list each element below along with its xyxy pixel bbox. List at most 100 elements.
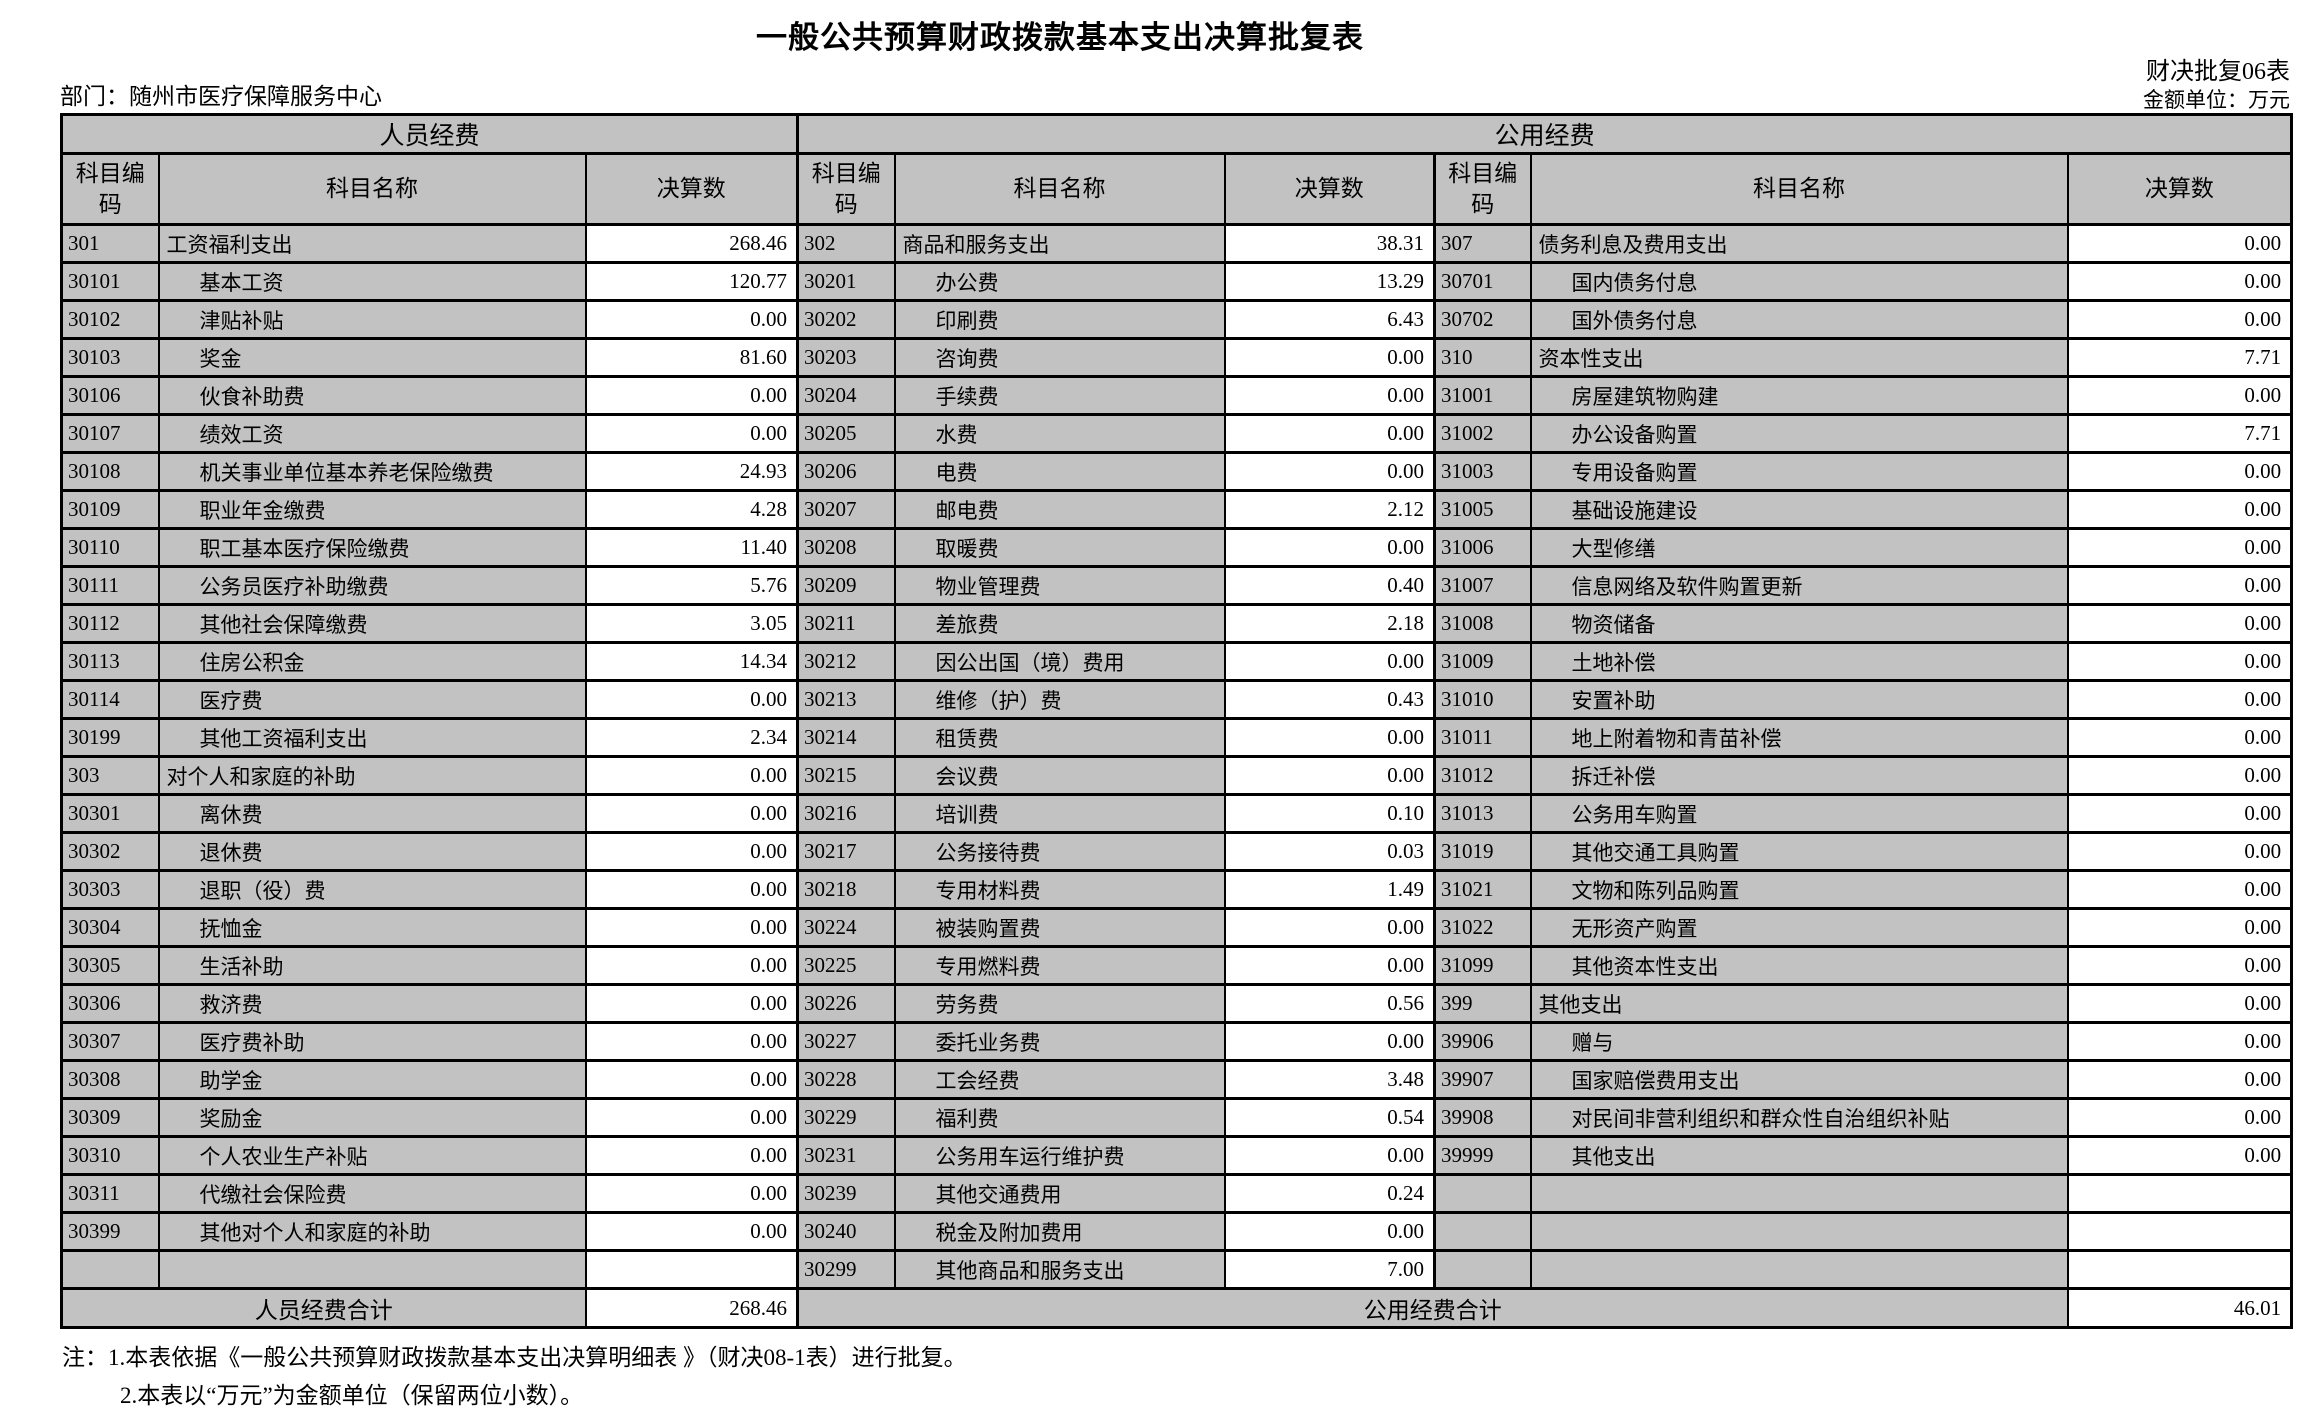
table-row: 30114 医疗费 0.00 30213 维修（护）费 0.43 31010 安置补助 0.00: [60, 679, 2293, 720]
amount-cell: 0.40: [1223, 565, 1436, 606]
amount-cell: 13.29: [1223, 261, 1436, 302]
amount-cell: [2066, 1249, 2293, 1290]
section-header-public: 公用经费: [796, 113, 2293, 155]
budget-table: 人员经费 公用经费 科目编码 科目名称 决算数 科目编码 科目名称 决算数 科目…: [60, 113, 2294, 1329]
subject-code-cell: 30228: [796, 1059, 896, 1100]
amount-cell: 0.00: [584, 375, 799, 416]
amount-cell: 0.00: [2066, 945, 2293, 986]
subject-code-cell: 30109: [60, 489, 160, 530]
amount-cell: 0.00: [1223, 527, 1436, 568]
subject-code-cell: 31019: [1433, 831, 1532, 872]
table-row: 30301 离休费 0.00 30216 培训费 0.10 31013 公务用车购置 0.00: [60, 793, 2293, 834]
subject-name-cell: 公务员医疗补助缴费: [157, 565, 587, 606]
subject-name-cell: 邮电费: [893, 489, 1226, 530]
table-body: 301 工资福利支出 268.46 302 商品和服务支出 38.31 307 债务利息及费用…: [60, 223, 2293, 1290]
subject-code-cell: 31013: [1433, 793, 1532, 834]
subject-name-cell: 债务利息及费用支出: [1529, 223, 2069, 264]
subject-name-cell: 会议费: [893, 755, 1226, 796]
subject-code-cell: 31005: [1433, 489, 1532, 530]
subject-name-cell: 信息网络及软件购置更新: [1529, 565, 2069, 606]
subject-code-cell: 31002: [1433, 413, 1532, 454]
subject-code-cell: 30103: [60, 337, 160, 378]
subject-code-cell: 30311: [60, 1173, 160, 1214]
section-header-row: 人员经费 公用经费: [60, 113, 2293, 155]
subject-code-cell: 30309: [60, 1097, 160, 1138]
subject-name-cell: 专用设备购置: [1529, 451, 2069, 492]
amount-cell: 0.10: [1223, 793, 1436, 834]
table-row: 30311 代缴社会保险费 0.00 30239 其他交通费用 0.24: [60, 1173, 2293, 1214]
subject-name-cell: 大型修缮: [1529, 527, 2069, 568]
subject-code-cell: 30217: [796, 831, 896, 872]
amount-cell: 3.48: [1223, 1059, 1436, 1100]
subject-name-cell: 公务用车运行维护费: [893, 1135, 1226, 1176]
amount-cell: 6.43: [1223, 299, 1436, 340]
amount-cell: 0.00: [584, 869, 799, 910]
amount-cell: 0.00: [1223, 451, 1436, 492]
amount-cell: 268.46: [584, 223, 799, 264]
subject-code-cell: 30206: [796, 451, 896, 492]
column-header-code: 科目编码: [796, 152, 896, 226]
subject-name-cell: 个人农业生产补贴: [157, 1135, 587, 1176]
subject-code-cell: 31012: [1433, 755, 1532, 796]
amount-cell: 0.00: [2066, 223, 2293, 264]
subject-code-cell: 30306: [60, 983, 160, 1024]
subject-code-cell: 39906: [1433, 1021, 1532, 1062]
amount-cell: 81.60: [584, 337, 799, 378]
subject-name-cell: 咨询费: [893, 337, 1226, 378]
amount-cell: 0.00: [584, 1097, 799, 1138]
subject-name-cell: 退职（役）费: [157, 869, 587, 910]
amount-cell: 0.00: [1223, 1211, 1436, 1252]
subject-code-cell: 30224: [796, 907, 896, 948]
amount-cell: 3.05: [584, 603, 799, 644]
subject-name-cell: 房屋建筑物购建: [1529, 375, 2069, 416]
subject-name-cell: 手续费: [893, 375, 1226, 416]
amount-cell: 0.00: [2066, 1059, 2293, 1100]
column-header-name: 科目名称: [1529, 152, 2069, 226]
subject-name-cell: 办公设备购置: [1529, 413, 2069, 454]
amount-cell: 0.00: [1223, 337, 1436, 378]
amount-cell: 0.54: [1223, 1097, 1436, 1138]
subject-name-cell: 生活补助: [157, 945, 587, 986]
amount-cell: 5.76: [584, 565, 799, 606]
subject-name-cell: 培训费: [893, 793, 1226, 834]
table-row: 303 对个人和家庭的补助 0.00 30215 会议费 0.00 31012 拆迁补偿 0.0…: [60, 755, 2293, 796]
subject-code-cell: 31008: [1433, 603, 1532, 644]
amount-cell: 120.77: [584, 261, 799, 302]
subject-name-cell: 绩效工资: [157, 413, 587, 454]
subject-code-cell: 31011: [1433, 717, 1532, 758]
title-row: 一般公共预算财政拨款基本支出决算批复表: [60, 12, 2290, 57]
subject-code-cell: 30204: [796, 375, 896, 416]
subject-code-cell: 30199: [60, 717, 160, 758]
subject-code-cell: 30229: [796, 1097, 896, 1138]
amount-cell: 0.43: [1223, 679, 1436, 720]
personnel-total-value: 268.46: [584, 1287, 799, 1329]
amount-cell: 0.00: [2066, 299, 2293, 340]
table-row: 30108 机关事业单位基本养老保险缴费 24.93 30206 电费 0.00 31003…: [60, 451, 2293, 492]
subject-code-cell: 30702: [1433, 299, 1532, 340]
subject-name-cell: 资本性支出: [1529, 337, 2069, 378]
subject-code-cell: [60, 1249, 160, 1290]
note-line: 注：1.本表依据《一般公共预算财政拨款基本支出决算明细表 》（财决08-1表）进…: [62, 1345, 967, 1370]
subject-name-cell: 其他工资福利支出: [157, 717, 587, 758]
subject-name-cell: 被装购置费: [893, 907, 1226, 948]
subject-code-cell: 31001: [1433, 375, 1532, 416]
subject-code-cell: 30113: [60, 641, 160, 682]
amount-cell: 0.00: [2066, 983, 2293, 1024]
meta-row: 部门：随州市医疗保障服务中心 财决批复06表 金额单位：万元: [60, 57, 2290, 113]
subject-name-cell: 水费: [893, 413, 1226, 454]
table-row: 30102 津贴补贴 0.00 30202 印刷费 6.43 30702 国外债务付息 0.00: [60, 299, 2293, 340]
table-row: 301 工资福利支出 268.46 302 商品和服务支出 38.31 307 债务利息及费用…: [60, 223, 2293, 264]
amount-cell: 0.00: [1223, 641, 1436, 682]
table-row: 30199 其他工资福利支出 2.34 30214 租赁费 0.00 31011 地上附着物和…: [60, 717, 2293, 758]
subject-code-cell: 30102: [60, 299, 160, 340]
subject-code-cell: 30214: [796, 717, 896, 758]
table-row: 30302 退休费 0.00 30217 公务接待费 0.03 31019 其他交通工具购置 0…: [60, 831, 2293, 872]
column-header-code: 科目编码: [60, 152, 160, 226]
amount-cell: 0.00: [584, 1059, 799, 1100]
subject-code-cell: 30213: [796, 679, 896, 720]
subject-name-cell: 商品和服务支出: [893, 223, 1226, 264]
subject-code-cell: 30303: [60, 869, 160, 910]
subject-name-cell: 离休费: [157, 793, 587, 834]
table-row: 30309 奖励金 0.00 30229 福利费 0.54 39908 对民间非营利组织和群众…: [60, 1097, 2293, 1138]
amount-cell: 0.00: [2066, 641, 2293, 682]
